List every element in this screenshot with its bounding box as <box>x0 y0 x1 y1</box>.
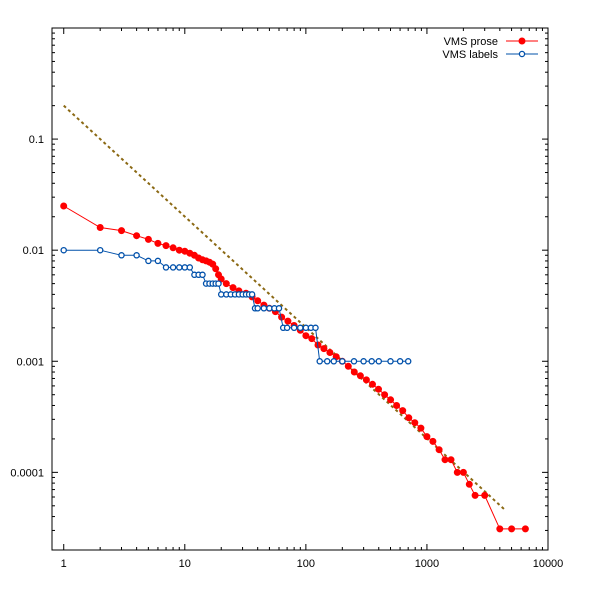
data-point <box>60 202 68 210</box>
data-point <box>144 235 152 243</box>
data-point <box>133 252 140 259</box>
data-point <box>356 372 364 380</box>
data-point <box>323 358 331 365</box>
x-tick-label: 10 <box>179 558 191 570</box>
y-axis: 0.1 0.01 0.001 0.0001 <box>10 32 548 551</box>
data-point <box>411 419 419 427</box>
legend-label: VMS prose <box>444 36 498 48</box>
data-point <box>133 232 141 240</box>
data-point <box>393 402 401 409</box>
y-tick-label: 0.1 <box>29 134 44 146</box>
data-point <box>283 324 291 332</box>
data-point <box>360 358 367 365</box>
data-point <box>215 280 222 287</box>
data-point <box>320 345 328 353</box>
data-point <box>399 407 407 415</box>
data-point <box>405 414 413 422</box>
data-point <box>326 349 334 356</box>
data-point <box>368 358 375 365</box>
data-point <box>254 305 261 312</box>
data-point <box>387 396 395 404</box>
x-tick-label: 1000 <box>415 558 439 570</box>
data-point <box>344 362 352 370</box>
data-point <box>312 324 319 332</box>
data-point <box>362 376 370 384</box>
data-point <box>118 227 125 235</box>
x-tick-label: 100 <box>297 558 315 570</box>
series-line <box>63 205 526 530</box>
data-point <box>429 437 437 445</box>
data-point <box>154 239 162 247</box>
data-point <box>176 264 183 271</box>
data-point <box>162 264 170 271</box>
data-point <box>248 291 256 298</box>
data-point <box>459 468 467 476</box>
data-point <box>186 264 194 271</box>
data-point <box>350 368 358 376</box>
data-point <box>297 324 304 332</box>
data-point <box>350 358 358 365</box>
data-point <box>275 305 283 312</box>
series-vms-prose <box>60 202 529 533</box>
data-point <box>387 358 394 365</box>
data-point <box>508 525 516 533</box>
series-vms-labels <box>60 246 412 365</box>
data-point <box>199 271 206 279</box>
data-point <box>330 358 338 365</box>
data-point <box>471 491 479 499</box>
data-point <box>145 257 152 265</box>
x-tick-label: 10000 <box>533 558 564 570</box>
data-point <box>375 385 382 393</box>
series-line <box>63 249 409 362</box>
x-tick-label: 1 <box>61 558 67 570</box>
y-tick-label: 0.001 <box>16 356 44 368</box>
data-point <box>369 380 376 388</box>
data-point <box>290 324 298 332</box>
data-point <box>453 468 461 476</box>
plot-frame <box>51 27 549 551</box>
x-axis: 1 10 100 1000 10000 <box>61 28 564 570</box>
data-point <box>302 332 310 340</box>
data-point <box>162 242 170 250</box>
data-point <box>375 358 383 365</box>
data-point <box>212 265 220 273</box>
data-point <box>96 246 104 254</box>
legend-label: VMS labels <box>442 49 498 61</box>
y-tick-label: 0.01 <box>23 245 44 257</box>
data-point <box>423 433 431 441</box>
data-point <box>229 284 237 292</box>
data-point <box>441 456 449 464</box>
data-point <box>521 525 529 533</box>
data-point <box>169 244 177 252</box>
data-point <box>169 264 177 271</box>
y-tick-label: 0.0001 <box>10 467 44 479</box>
data-point <box>154 257 162 265</box>
data-point <box>60 246 67 254</box>
data-point <box>96 224 104 231</box>
data-point <box>381 391 389 399</box>
data-point <box>465 480 473 488</box>
data-point <box>481 491 489 499</box>
data-point <box>222 280 230 288</box>
data-point <box>284 317 292 325</box>
data-point <box>339 358 346 365</box>
data-point <box>435 446 443 454</box>
data-point <box>496 525 504 533</box>
data-point <box>316 358 323 365</box>
data-point <box>396 358 404 365</box>
data-point <box>308 335 316 343</box>
series-group <box>60 202 529 533</box>
legend-swatch-marker <box>518 50 526 58</box>
data-point <box>175 246 183 254</box>
legend-swatch-marker <box>518 37 526 45</box>
data-point <box>404 358 412 365</box>
data-point <box>417 424 425 432</box>
data-point <box>254 297 262 305</box>
data-point <box>118 252 125 259</box>
data-point <box>447 456 455 464</box>
data-point <box>260 305 268 312</box>
data-point <box>217 291 225 298</box>
